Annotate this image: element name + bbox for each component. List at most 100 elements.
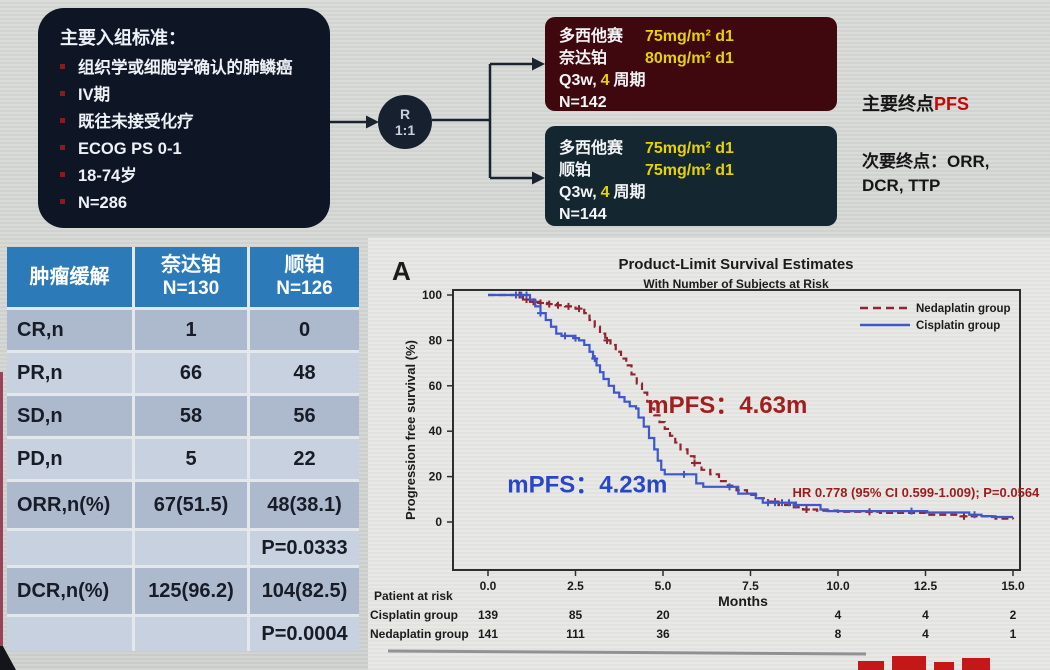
risk-count: 111	[566, 627, 585, 641]
tumor-response-table: 肿瘤缓解 奈达铂 N=130 顺铂 N=126 CR,n 1 0 PR,n 66 4…	[7, 247, 359, 651]
risk-row-name: Nedaplatin group	[370, 627, 469, 641]
secondary-endpoint-line1: 次要终点：ORR,	[862, 152, 990, 171]
risk-count: 20	[656, 608, 670, 622]
criteria-item-text: 组织学或细胞学确认的肺鳞癌	[78, 59, 293, 77]
y-tick-label: 60	[429, 379, 443, 393]
criteria-item: 组织学或细胞学确认的肺鳞癌	[60, 55, 316, 82]
row-value-cisplatin: 0	[250, 310, 359, 350]
risk-count: 36	[656, 627, 670, 641]
schedule-prefix: Q3w,	[559, 72, 597, 89]
risk-table-label: Patient at risk	[374, 589, 453, 603]
row-label	[7, 617, 132, 651]
schedule-suffix: 周期	[613, 72, 646, 89]
risk-count: 4	[922, 608, 929, 622]
secondary-endpoint-line2: DCR, TTP	[862, 176, 941, 195]
arrow-right-icon	[532, 57, 545, 71]
x-tick-label: 10.0	[826, 579, 850, 593]
arm-n: N=144	[559, 206, 607, 223]
header-title: 奈达铂	[161, 254, 221, 276]
row-value-cisplatin: 22	[250, 439, 359, 479]
criteria-item: ECOG PS 0-1	[60, 136, 316, 163]
arm-drug-line: 多西他赛 75mg/m² d1	[559, 138, 823, 160]
bullet-icon	[60, 91, 65, 96]
drug-name: 顺铂	[559, 162, 592, 179]
row-value-nedaplatin	[135, 531, 247, 565]
y-tick-label: 100	[422, 288, 442, 302]
risk-count: 1	[1010, 627, 1017, 641]
arm-n: N=142	[559, 94, 607, 111]
x-tick-label: 0.0	[480, 579, 497, 593]
survival-curve-nedaplatin	[488, 293, 1015, 520]
schedule-prefix: Q3w,	[559, 184, 597, 201]
arm-schedule-line: Q3w, 4 周期	[559, 182, 823, 204]
arm-cisplatin-box: 多西他赛 75mg/m² d1 顺铂 75mg/m² d1 Q3w, 4 周期 N=14…	[545, 126, 837, 226]
row-label: ORR,n(%)	[7, 482, 132, 528]
drug-name: 多西他赛	[559, 140, 624, 157]
drug-name: 奈达铂	[559, 50, 608, 67]
y-tick-label: 40	[429, 424, 443, 438]
inclusion-criteria-box: 主要入组标准： 组织学或细胞学确认的肺鳞癌 IV期 既往未接受化疗 ECOG P…	[38, 8, 330, 228]
row-value-nedaplatin: 66	[135, 353, 247, 393]
arm-schedule-line: Q3w, 4 周期	[559, 70, 823, 92]
bullet-icon	[60, 172, 65, 177]
km-chart-panel: A Product-Limit Survival Estimates With Nu…	[368, 238, 1050, 670]
risk-count: 139	[478, 608, 498, 622]
km-plot: A Product-Limit Survival Estimates With Nu…	[370, 256, 1040, 641]
primary-endpoint-label: 主要终点	[862, 94, 934, 114]
chart-subtitle: With Number of Subjects at Risk	[643, 277, 829, 291]
drug-dose: 75mg/m² d1	[645, 162, 734, 179]
cropped-red-watermark	[858, 655, 1018, 670]
primary-endpoint-value: PFS	[934, 94, 970, 114]
row-value-cisplatin: 48(38.1)	[250, 482, 359, 528]
legend-label: Nedaplatin group	[916, 303, 1011, 315]
x-tick-label: 15.0	[1001, 579, 1025, 593]
plot-frame	[452, 289, 1021, 571]
randomization-letter: R	[399, 106, 411, 122]
header-title: 顺铂	[284, 254, 325, 276]
drug-dose: 75mg/m² d1	[645, 28, 734, 45]
schedule-cycles: 4	[600, 72, 610, 89]
x-tick-label: 7.5	[742, 579, 759, 593]
risk-count: 4	[835, 608, 842, 622]
flow-connector-lines	[330, 57, 545, 185]
randomization-node: R 1:1	[378, 95, 432, 149]
drug-dose: 75mg/m² d1	[645, 140, 734, 157]
row-label: DCR,n(%)	[7, 568, 132, 614]
y-tick-label: 0	[435, 515, 442, 529]
row-label: PR,n	[7, 353, 132, 393]
criteria-item-text: 18-74岁	[78, 167, 137, 185]
table-header-cisplatin: 顺铂 N=126	[250, 247, 359, 307]
photo-edge-stripe	[0, 372, 3, 670]
table-header-nedaplatin: 奈达铂 N=130	[135, 247, 247, 307]
bullet-icon	[60, 64, 65, 69]
row-value-nedaplatin: 125(96.2)	[135, 568, 247, 614]
row-label: CR,n	[7, 310, 132, 350]
arm-nedaplatin-box: 多西他赛 75mg/m² d1 奈达铂 80mg/m² d1 Q3w, 4 周期 N=1…	[545, 17, 837, 111]
criteria-item-text: 既往未接受化疗	[78, 113, 194, 131]
randomization-ratio: 1:1	[394, 122, 416, 138]
criteria-item: IV期	[60, 82, 316, 109]
criteria-item-text: IV期	[78, 86, 111, 104]
x-tick-label: 5.0	[655, 579, 672, 593]
criteria-item: 18-74岁	[60, 163, 316, 190]
criteria-item: N=286	[60, 190, 316, 217]
drug-dose: 80mg/m² d1	[645, 50, 734, 67]
criteria-title: 主要入组标准：	[60, 28, 186, 48]
row-value-nedaplatin: 5	[135, 439, 247, 479]
row-value-cisplatin: 104(82.5)	[250, 568, 359, 614]
row-value-nedaplatin: 1	[135, 310, 247, 350]
row-value-cisplatin: 48	[250, 353, 359, 393]
arrow-right-icon	[366, 115, 379, 129]
bullet-icon	[60, 199, 65, 204]
x-tick-label: 12.5	[914, 579, 938, 593]
criteria-list: 组织学或细胞学确认的肺鳞癌 IV期 既往未接受化疗 ECOG PS 0-1 18…	[60, 55, 316, 217]
row-label: SD,n	[7, 396, 132, 436]
p-value: P=0.0333	[250, 531, 359, 565]
y-tick-label: 80	[429, 333, 443, 347]
header-sub: N=126	[276, 278, 333, 299]
x-axis-label: Months	[718, 593, 768, 609]
p-value: P=0.0004	[250, 617, 359, 651]
row-value-nedaplatin: 67(51.5)	[135, 482, 247, 528]
criteria-item-text: ECOG PS 0-1	[78, 140, 182, 158]
